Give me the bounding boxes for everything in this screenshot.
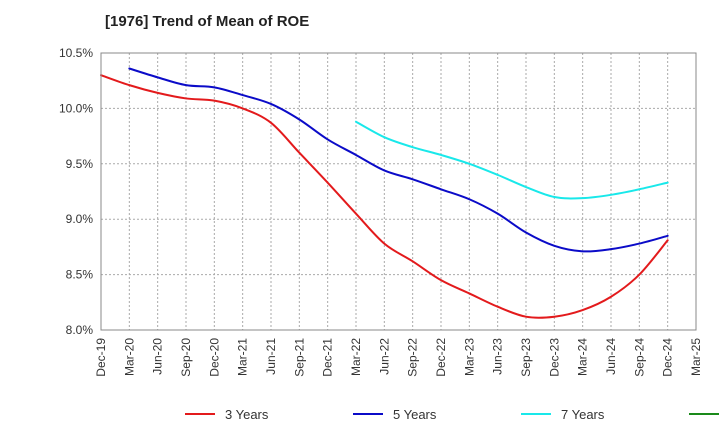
y-tick-label: 10.0% [59,101,93,115]
x-tick-label: Sep-23 [519,338,533,377]
x-tick-label: Jun-23 [491,338,505,375]
x-tick-label: Mar-21 [236,338,250,376]
x-tick-label: Sep-24 [632,338,646,377]
grid-lines [101,53,696,330]
x-axis: Dec-19 Mar-20 Jun-20 Sep-20 Dec-20 Mar-21 Jun-… [94,338,703,377]
legend-label: 5 Years [393,407,437,422]
y-tick-label: 8.5% [66,268,94,282]
y-tick-label: 9.0% [66,212,94,226]
y-tick-label: 8.0% [66,323,94,337]
x-tick-label: Sep-22 [406,338,420,377]
series-lines [100,67,669,319]
x-tick-label: Sep-20 [179,338,193,377]
series-line-7-years [355,120,669,200]
series-line-3-years [100,74,669,319]
x-tick-label: Dec-22 [434,338,448,377]
y-axis: 8.0% 8.5% 9.0% 9.5% 10.0% 10.5% [59,46,93,337]
x-tick-label: Mar-23 [462,338,476,376]
x-tick-label: Jun-24 [604,338,618,375]
x-tick-label: Sep-21 [292,338,306,377]
x-tick-label: Dec-19 [94,338,108,377]
x-tick-label: Dec-24 [661,338,675,377]
series-line-5-years [128,67,669,253]
x-tick-label: Mar-24 [576,338,590,376]
x-tick-label: Mar-22 [349,338,363,376]
legend-label: 3 Years [225,407,269,422]
x-tick-label: Mar-20 [122,338,136,376]
x-tick-label: Jun-20 [151,338,165,375]
x-tick-label: Jun-21 [264,338,278,375]
x-tick-label: Jun-22 [377,338,391,375]
x-tick-label: Mar-25 [689,338,703,376]
y-tick-label: 10.5% [59,46,93,60]
chart-title: [1976] Trend of Mean of ROE [105,13,310,30]
legend-label: 7 Years [561,407,605,422]
y-tick-label: 9.5% [66,157,94,171]
x-tick-label: Dec-21 [321,338,335,377]
x-tick-label: Dec-23 [547,338,561,377]
x-tick-label: Dec-20 [207,338,221,377]
plot-frame [100,52,697,331]
